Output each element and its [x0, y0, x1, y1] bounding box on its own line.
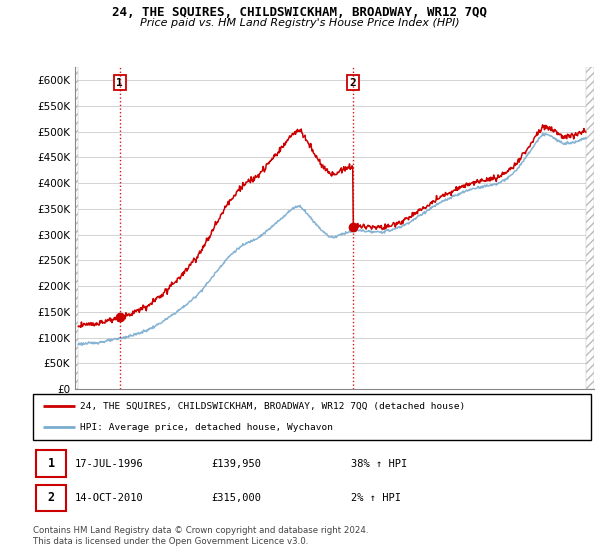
- Text: 24, THE SQUIRES, CHILDSWICKHAM, BROADWAY, WR12 7QQ: 24, THE SQUIRES, CHILDSWICKHAM, BROADWAY…: [113, 6, 487, 18]
- Text: 17-JUL-1996: 17-JUL-1996: [75, 459, 143, 469]
- Bar: [36, 484, 67, 511]
- Text: 2% ↑ HPI: 2% ↑ HPI: [351, 493, 401, 503]
- Text: 38% ↑ HPI: 38% ↑ HPI: [351, 459, 407, 469]
- Text: £315,000: £315,000: [212, 493, 262, 503]
- Text: 2: 2: [350, 78, 356, 88]
- Text: 1: 1: [47, 457, 55, 470]
- Text: Price paid vs. HM Land Registry's House Price Index (HPI): Price paid vs. HM Land Registry's House …: [140, 18, 460, 28]
- Polygon shape: [586, 67, 594, 389]
- Text: 1: 1: [116, 78, 123, 88]
- Text: 24, THE SQUIRES, CHILDSWICKHAM, BROADWAY, WR12 7QQ (detached house): 24, THE SQUIRES, CHILDSWICKHAM, BROADWAY…: [80, 402, 466, 410]
- Text: 2: 2: [47, 491, 55, 505]
- Text: HPI: Average price, detached house, Wychavon: HPI: Average price, detached house, Wych…: [80, 423, 334, 432]
- Text: £139,950: £139,950: [212, 459, 262, 469]
- Bar: [36, 450, 67, 477]
- Polygon shape: [75, 67, 78, 389]
- Text: 14-OCT-2010: 14-OCT-2010: [75, 493, 143, 503]
- Text: Contains HM Land Registry data © Crown copyright and database right 2024.
This d: Contains HM Land Registry data © Crown c…: [33, 526, 368, 546]
